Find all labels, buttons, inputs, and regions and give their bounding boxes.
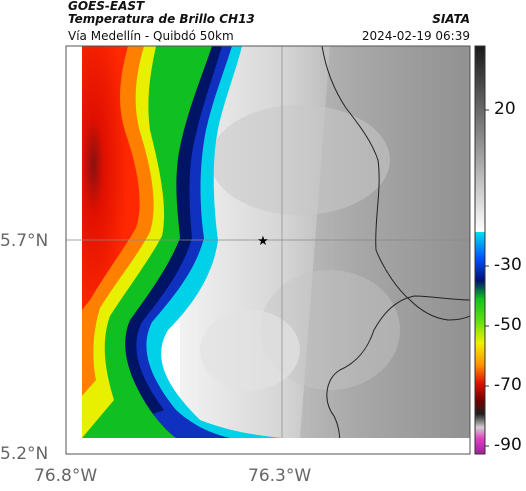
no-data-strip (66, 438, 470, 454)
gray-patch (200, 310, 300, 390)
datetime-label: 2024-02-19 06:39 (361, 29, 470, 43)
border-line (321, 46, 470, 321)
satellite-name: GOES-EAST (68, 0, 145, 13)
location-subtitle: Vía Medellín - Quibdó 50km (68, 29, 234, 43)
lon-tick: 76.8°W (34, 466, 98, 486)
lat-tick: 5.2°N (0, 444, 49, 464)
colorbar-label: 20 (494, 99, 516, 119)
colorbar-label: -70 (494, 375, 522, 395)
gray-patch (210, 105, 390, 215)
colorbar-label: -30 (494, 255, 522, 275)
colorbar-label: -90 (494, 435, 522, 455)
border-line (326, 295, 470, 454)
red-core (82, 46, 140, 310)
lon-tick: 76.3°W (248, 466, 312, 486)
location-star-icon: ★ (257, 234, 269, 249)
colorbar-label: -50 (494, 315, 522, 335)
org-label: SIATA (432, 12, 470, 26)
product-title: Temperatura de Brillo CH13 (68, 12, 255, 26)
map-frame (65, 45, 471, 455)
lat-tick: 5.7°N (0, 231, 49, 251)
